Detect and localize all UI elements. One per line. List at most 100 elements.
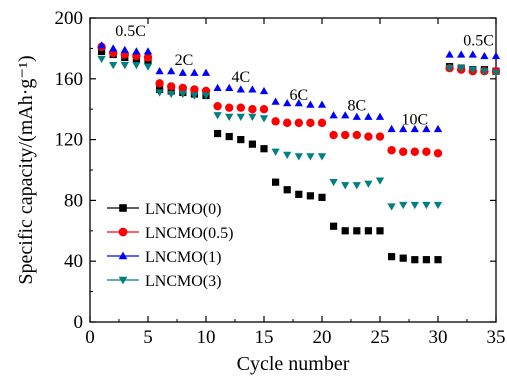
data-point (213, 112, 222, 120)
x-tick-label: 35 (487, 327, 506, 348)
data-point (410, 201, 419, 210)
data-point (190, 68, 199, 76)
data-point (259, 115, 269, 123)
data-point (491, 69, 501, 77)
data-point (98, 47, 106, 56)
x-tick-label: 0 (85, 327, 95, 348)
data-point (352, 130, 361, 140)
data-point (329, 111, 338, 119)
data-point (329, 130, 338, 140)
data-point (306, 100, 315, 108)
data-point (306, 192, 314, 200)
legend-label: LNCMO(0.5) (145, 225, 233, 242)
data-point (132, 62, 141, 70)
data-point (491, 51, 501, 60)
rate-annotation: 0.5C (463, 32, 494, 49)
data-point (317, 118, 327, 128)
data-point (480, 51, 489, 60)
data-point (109, 62, 118, 70)
x-tick-label: 20 (313, 327, 332, 348)
data-point (294, 118, 303, 128)
data-point (422, 147, 431, 156)
data-point (387, 146, 396, 155)
data-point (457, 50, 466, 58)
x-tick-label: 15 (255, 327, 274, 348)
data-point (178, 68, 187, 76)
data-point (155, 89, 164, 97)
legend-marker (119, 204, 127, 212)
rate-annotation: 0.5C (115, 23, 146, 40)
data-point (225, 132, 233, 141)
data-point (120, 62, 129, 70)
data-point (225, 83, 234, 92)
data-point (109, 44, 118, 52)
x-axis-label: Cycle number (237, 353, 350, 375)
data-point (248, 105, 257, 114)
legend-marker (118, 227, 128, 237)
data-point (248, 85, 257, 93)
data-point (155, 67, 164, 75)
legend: LNCMO(0) LNCMO(0.5) LNCMO(1) LNCMO(3) (107, 201, 233, 290)
data-point (294, 153, 303, 161)
data-point (272, 178, 280, 186)
data-point (271, 117, 280, 126)
data-point (225, 113, 234, 121)
data-point (271, 148, 280, 156)
data-point (214, 129, 222, 138)
data-point (143, 63, 153, 71)
data-point (167, 90, 176, 99)
data-point (480, 68, 489, 76)
y-tick-label: 200 (55, 8, 84, 29)
rate-annotation: 2C (175, 52, 194, 69)
data-point (399, 201, 408, 210)
data-point (468, 50, 477, 58)
data-point (283, 151, 292, 159)
rate-annotation: 4C (231, 69, 250, 86)
legend-marker (118, 276, 128, 285)
data-point (248, 140, 256, 148)
data-point (236, 103, 245, 112)
data-point (295, 190, 303, 198)
data-point (236, 85, 245, 93)
data-point (445, 65, 454, 73)
data-point (248, 113, 257, 121)
data-point (294, 98, 303, 107)
data-point (468, 66, 477, 74)
data-point (387, 203, 396, 211)
data-point (259, 105, 269, 114)
data-point (375, 132, 385, 141)
data-point (457, 65, 466, 73)
data-point (341, 111, 350, 119)
data-point (306, 118, 315, 128)
data-point (283, 186, 291, 194)
data-point (375, 177, 385, 185)
series-lncmo-3- (97, 55, 501, 211)
data-point (143, 53, 153, 62)
legend-label: LNCMO(0) (145, 201, 221, 218)
data-point (388, 253, 396, 261)
y-tick-label: 120 (55, 130, 84, 151)
plot-area: 0 5 10 15 20 25 30 35 0 40 80 120 160 200 Cycle number… (15, 8, 506, 375)
data-point (399, 124, 408, 133)
x-tick-label: 30 (429, 327, 448, 348)
rate-annotation: 6C (289, 87, 308, 104)
data-point (352, 112, 361, 120)
data-point (260, 145, 268, 153)
data-point (259, 86, 269, 95)
data-point (178, 90, 187, 99)
y-tick-label: 80 (64, 190, 83, 211)
data-point (341, 130, 350, 140)
x-tick-label: 25 (371, 327, 390, 348)
data-point (329, 179, 338, 187)
data-point (341, 182, 350, 190)
data-point (422, 201, 431, 210)
data-point (97, 41, 106, 49)
data-point (225, 103, 234, 112)
data-point (201, 92, 211, 100)
data-point (353, 227, 361, 235)
data-point (132, 47, 141, 55)
data-point (434, 256, 442, 264)
y-tick-label: 0 (74, 312, 84, 333)
data-point (422, 124, 431, 133)
data-point (97, 55, 106, 64)
